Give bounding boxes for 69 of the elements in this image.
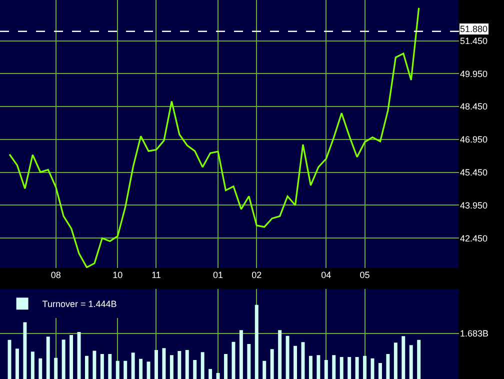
x-tick-label: 04 <box>321 270 332 280</box>
bar <box>85 356 88 379</box>
bar <box>15 348 19 379</box>
bar <box>30 352 34 379</box>
bar <box>332 355 336 379</box>
bar <box>54 358 58 379</box>
bar <box>23 322 27 379</box>
x-tick-label: 08 <box>50 270 61 280</box>
bar <box>232 342 236 379</box>
y-tick-label: 42.450 <box>460 233 488 244</box>
x-tick-label: 01 <box>213 270 224 280</box>
bar <box>70 335 74 379</box>
bar <box>178 351 182 379</box>
bar <box>62 340 66 379</box>
bar <box>294 346 297 379</box>
bar <box>270 349 274 379</box>
bar <box>262 360 266 379</box>
ref-line-label: 51.880 <box>460 24 488 34</box>
bar <box>324 360 328 379</box>
bar <box>38 358 42 379</box>
bar <box>386 354 390 379</box>
x-tick-label: 10 <box>112 270 123 280</box>
bar <box>216 373 220 379</box>
bar <box>162 348 166 379</box>
bar <box>355 357 359 379</box>
bar <box>193 360 197 379</box>
y-tick-label: 1.683B <box>460 328 489 338</box>
line-series <box>8 7 420 268</box>
bar <box>116 360 120 379</box>
x-tick-label: 02 <box>252 270 262 280</box>
bar <box>378 362 382 379</box>
bar <box>348 357 352 379</box>
bar <box>46 336 50 379</box>
y-tick-label: 45.450 <box>460 168 488 178</box>
bar <box>417 340 421 379</box>
bar <box>100 354 104 379</box>
bar <box>224 354 228 379</box>
bar <box>409 345 413 379</box>
bar <box>200 352 204 379</box>
bar <box>363 356 367 379</box>
bar <box>402 336 406 379</box>
bar <box>185 350 189 379</box>
bar <box>146 362 150 379</box>
y-tick-label: 43.950 <box>460 200 488 210</box>
x-tick-label: 11 <box>152 270 161 280</box>
bar <box>340 357 344 379</box>
bar <box>208 368 212 379</box>
bar <box>308 356 312 379</box>
y-tick-label: 49.950 <box>460 68 488 79</box>
bar <box>77 332 81 379</box>
bar <box>92 350 96 379</box>
bar <box>131 352 135 379</box>
bar <box>108 354 112 379</box>
bar <box>247 344 251 379</box>
bar <box>154 350 158 379</box>
y-tick-label: 46.950 <box>460 134 488 145</box>
bar <box>170 355 174 379</box>
bar <box>139 358 143 379</box>
bar <box>254 304 258 379</box>
y-tick-label: 51.450 <box>460 36 488 46</box>
bar <box>124 360 128 379</box>
bar <box>316 355 320 379</box>
legend-label: Turnover = 1.444B <box>42 299 117 310</box>
bar <box>394 342 398 379</box>
x-tick-label: 05 <box>360 270 370 280</box>
bar <box>239 330 243 379</box>
y-tick-label: 48.450 <box>460 102 488 112</box>
bar <box>278 330 282 379</box>
bar <box>286 336 290 379</box>
